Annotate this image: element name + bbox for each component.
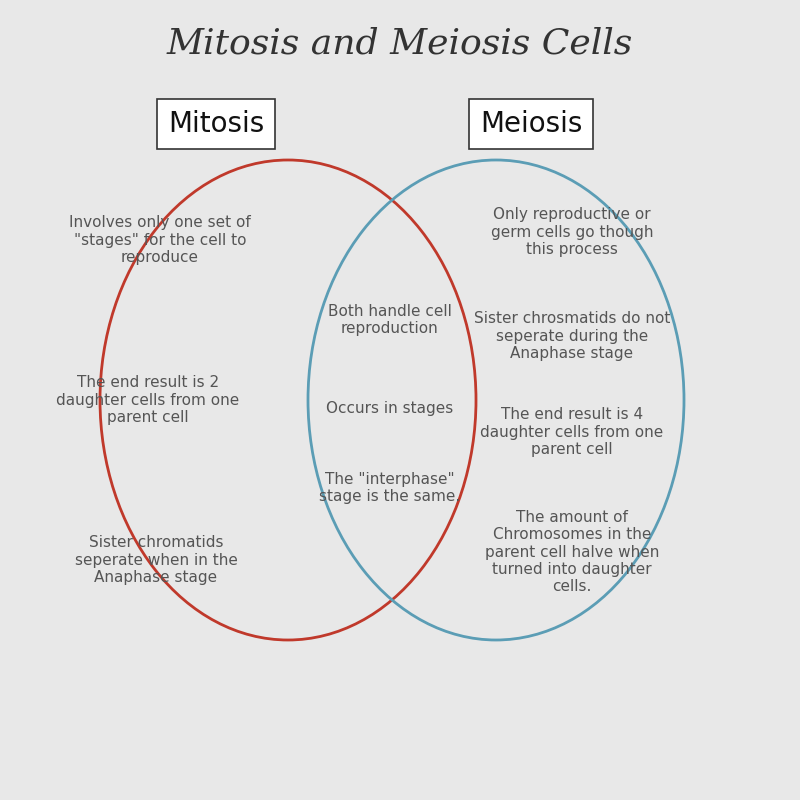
Text: Both handle cell
reproduction: Both handle cell reproduction <box>328 304 451 336</box>
Text: The end result is 4
daughter cells from one
parent cell: The end result is 4 daughter cells from … <box>480 407 664 457</box>
Text: Meiosis: Meiosis <box>480 110 582 138</box>
Text: The "interphase"
stage is the same.: The "interphase" stage is the same. <box>319 472 460 504</box>
Text: Sister chromatids
seperate when in the
Anaphase stage: Sister chromatids seperate when in the A… <box>74 535 238 585</box>
Text: The end result is 2
daughter cells from one
parent cell: The end result is 2 daughter cells from … <box>56 375 240 425</box>
Text: Sister chrosmatids do not
seperate during the
Anaphase stage: Sister chrosmatids do not seperate durin… <box>474 311 670 361</box>
Text: Occurs in stages: Occurs in stages <box>326 401 454 415</box>
Text: The amount of
Chromosomes in the
parent cell halve when
turned into daughter
cel: The amount of Chromosomes in the parent … <box>485 510 659 594</box>
Text: Mitosis: Mitosis <box>168 110 264 138</box>
Text: Mitosis and Meiosis Cells: Mitosis and Meiosis Cells <box>167 27 633 61</box>
Text: Only reproductive or
germ cells go though
this process: Only reproductive or germ cells go thoug… <box>490 207 654 257</box>
Text: Involves only one set of
"stages" for the cell to
reproduce: Involves only one set of "stages" for th… <box>69 215 251 265</box>
